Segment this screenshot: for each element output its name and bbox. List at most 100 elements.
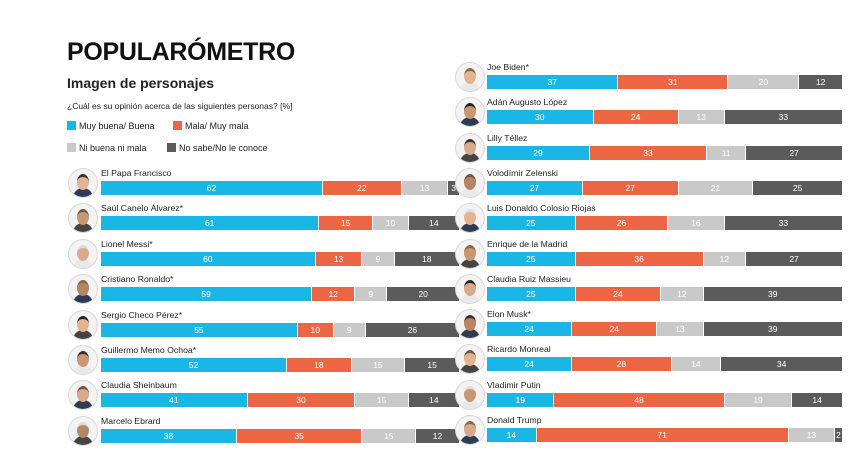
legend-label-no-sabe: No sabe/No le conoce [179, 143, 268, 153]
person-name: Luis Donaldo Colosio Riojas [487, 203, 596, 214]
bar-segment: 20 [387, 287, 459, 302]
person-photo [455, 97, 485, 128]
bar-segment: 33 [589, 145, 708, 160]
bar-segment: 37 [487, 75, 619, 89]
person-name: Claudia Sheinbaum [101, 380, 177, 391]
person-name: Guillermo Memo Ochoa* [101, 345, 197, 355]
person-name: Volodímir Zelenski [487, 167, 558, 178]
bar-segment: 30 [487, 110, 594, 125]
bar-segment: 10 [373, 216, 409, 231]
person-row: Claudia Ruiz Massieu 25 24 12 39 [455, 273, 842, 306]
person-photo [455, 415, 485, 445]
bar-segment: 15 [355, 393, 409, 408]
person-photo [68, 168, 98, 198]
bar-segment: 71 [536, 428, 789, 442]
bar-segment: 55 [101, 322, 298, 337]
bar-segment: 14 [671, 357, 722, 372]
legend-item-no-sabe: No sabe/No le conoce [167, 143, 268, 153]
bar-segment: 2 [834, 428, 842, 442]
bar-segment: 22 [322, 181, 402, 195]
person-row: El Papa Francisco 62 22 13 3 [68, 168, 459, 200]
page-title: POPULARÓMETRO [67, 38, 296, 66]
person-photo [68, 274, 98, 305]
person-name: Joe Biden* [487, 62, 530, 72]
bar-segment: 13 [315, 251, 363, 266]
person-photo [455, 203, 485, 234]
legend-swatch-mala [173, 121, 182, 130]
bar-segment: 34 [721, 357, 842, 372]
bar-segment: 24 [572, 322, 658, 337]
bar-segment: 26 [575, 216, 669, 231]
stacked-bar: 25 36 12 27 [487, 251, 842, 266]
bar-segment: 35 [237, 428, 363, 443]
stacked-bar: 60 13 9 18 [101, 251, 459, 266]
bar-segment: 15 [362, 428, 417, 443]
person-name: Ricardo Monreal [487, 344, 551, 355]
bar-segment: 3 [448, 181, 459, 195]
bar-segment: 59 [101, 287, 313, 302]
stacked-bar: 24 24 13 39 [487, 322, 842, 337]
person-name: Elon Musk* [487, 309, 531, 320]
bar-segment: 12 [312, 287, 356, 302]
bar-segment: 25 [753, 180, 842, 195]
stacked-bar: 14 71 13 2 [487, 428, 842, 442]
person-photo [68, 345, 98, 375]
person-photo [68, 380, 98, 411]
bar-segment: 14 [487, 428, 537, 442]
bar-segment: 28 [572, 357, 672, 372]
bar-segment: 29 [487, 145, 590, 160]
legend-item-muy-buena: Muy buena/ Buena [67, 121, 155, 131]
stacked-bar: 37 31 20 12 [487, 75, 842, 89]
bar-segment: 24 [593, 110, 679, 125]
bar-segment: 62 [101, 181, 323, 195]
person-row: Cristiano Ronaldo* 59 12 9 20 [68, 274, 459, 306]
bar-segment: 41 [101, 393, 248, 408]
person-row: Marcelo Ebrard 38 35 15 12 [68, 415, 459, 448]
bar-segment: 12 [703, 251, 747, 266]
bar-segment: 39 [703, 286, 842, 301]
bar-segment: 30 [247, 393, 356, 408]
legend-swatch-muy-buena [67, 121, 76, 130]
person-row: Ricardo Monreal 24 28 14 34 [455, 344, 842, 376]
bar-segment: 14 [408, 216, 459, 231]
bar-segment: 15 [405, 358, 459, 372]
bar-segment: 26 [365, 322, 459, 337]
bar-segment: 19 [724, 392, 793, 407]
person-photo [455, 309, 485, 340]
bar-segment: 13 [678, 110, 725, 125]
bar-segment: 24 [487, 322, 573, 337]
legend-label-ni-buena: Ni buena ni mala [79, 143, 147, 153]
stacked-bar: 41 30 15 14 [101, 393, 459, 408]
stacked-bar: 55 10 9 26 [101, 322, 459, 337]
bar-segment: 9 [362, 251, 395, 266]
stacked-bar: 19 48 19 14 [487, 392, 842, 407]
bar-segment: 36 [575, 251, 704, 266]
stacked-bar: 25 26 16 33 [487, 216, 842, 231]
bar-segment: 24 [575, 286, 661, 301]
person-photo [455, 379, 485, 410]
legend-item-ni-buena: Ni buena ni mala [67, 143, 147, 153]
person-name: Lilly Téllez [487, 132, 528, 143]
person-photo [68, 238, 98, 269]
bar-segment: 21 [678, 180, 754, 195]
stacked-bar: 29 33 11 27 [487, 145, 842, 160]
stacked-bar: 62 22 13 3 [101, 181, 459, 195]
person-name: Lionel Messi* [101, 238, 153, 249]
bar-segment: 24 [487, 357, 573, 372]
bar-segment: 16 [668, 216, 725, 231]
stacked-bar: 27 27 21 25 [487, 180, 842, 195]
bar-segment: 13 [401, 181, 449, 195]
person-row: Luis Donaldo Colosio Riojas 25 26 16 33 [455, 203, 842, 235]
person-photo [68, 415, 98, 446]
bar-segment: 15 [319, 216, 374, 231]
person-row: Saúl Canelo Álvarez* 61 15 10 14 [68, 203, 459, 235]
person-name: Adán Augusto López [487, 97, 568, 108]
person-name: Saúl Canelo Álvarez* [101, 203, 184, 214]
person-row: Elon Musk* 24 24 13 39 [455, 309, 842, 341]
person-row: Lilly Téllez 29 33 11 27 [455, 132, 842, 165]
bar-segment: 13 [788, 428, 835, 442]
bar-segment: 12 [799, 75, 842, 89]
person-name: Marcelo Ebrard [101, 415, 161, 426]
stacked-bar: 59 12 9 20 [101, 287, 459, 302]
bar-segment: 18 [394, 251, 459, 266]
